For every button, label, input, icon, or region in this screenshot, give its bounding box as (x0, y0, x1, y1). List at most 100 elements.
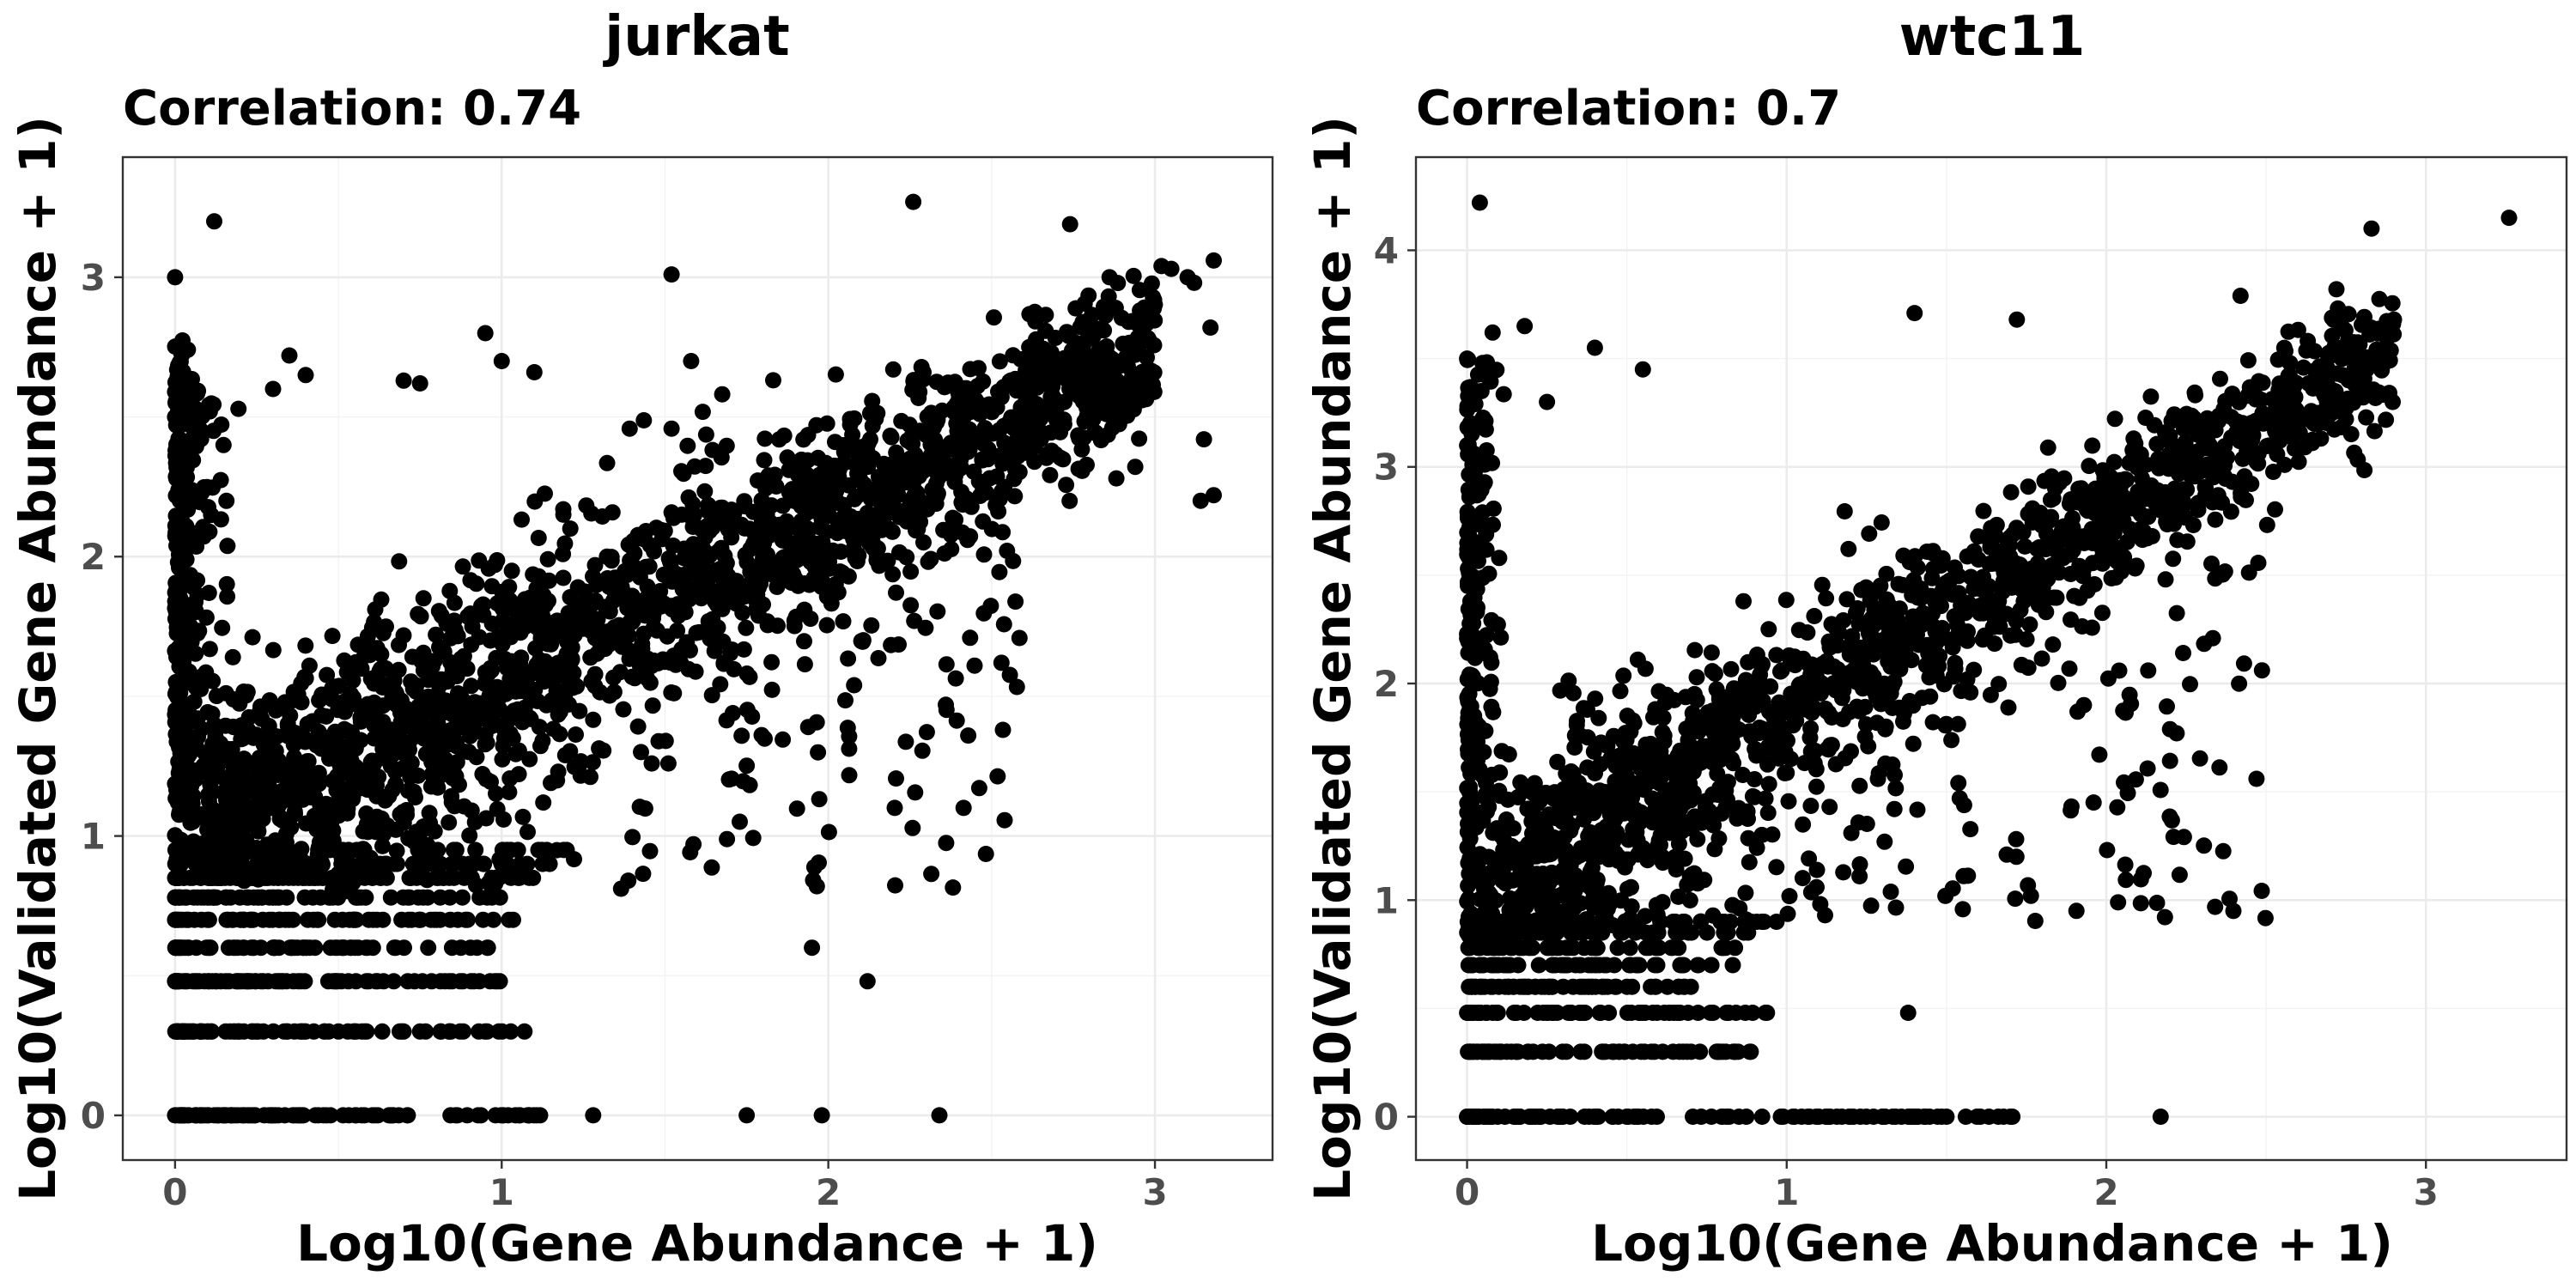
data-point (483, 889, 501, 906)
data-point (1028, 400, 1045, 417)
data-point (861, 404, 878, 422)
data-point (167, 442, 184, 459)
y-tick-label: 2 (81, 536, 106, 578)
data-point (1061, 216, 1078, 233)
data-point (1470, 552, 1486, 569)
data-point (1466, 446, 1483, 462)
data-point (2207, 511, 2224, 528)
data-point (945, 509, 961, 526)
data-point (1583, 957, 1601, 974)
data-point (179, 341, 197, 358)
data-point (996, 811, 1013, 829)
data-point (301, 657, 318, 674)
data-point (582, 769, 598, 786)
data-point (615, 701, 632, 718)
data-point (260, 718, 277, 734)
data-point (1505, 1005, 1522, 1021)
plot-frame (121, 155, 1274, 1162)
data-point (1874, 1109, 1891, 1125)
data-point (1932, 557, 1949, 574)
data-point (1886, 673, 1903, 690)
data-point (264, 380, 282, 398)
data-point (663, 266, 680, 283)
data-point (665, 647, 683, 665)
data-point (864, 417, 881, 434)
data-point (218, 911, 235, 928)
data-point (759, 546, 775, 563)
data-point (831, 475, 848, 492)
data-point (440, 1023, 458, 1040)
data-point (2295, 359, 2312, 376)
data-point (442, 1107, 459, 1124)
data-point (333, 849, 350, 866)
data-point (191, 1023, 209, 1040)
data-point (1495, 386, 1512, 403)
data-point (294, 1023, 311, 1040)
data-point (719, 830, 736, 848)
data-point (975, 546, 993, 563)
data-point (335, 1107, 352, 1124)
data-point (1659, 978, 1676, 995)
data-point (179, 640, 197, 657)
data-point (477, 325, 494, 342)
data-point (1479, 354, 1496, 371)
data-point (219, 538, 236, 555)
data-point (756, 452, 773, 469)
data-point (1464, 1043, 1481, 1060)
data-point (2081, 458, 2098, 475)
data-point (696, 483, 714, 500)
data-point (1703, 957, 1720, 974)
data-point (2106, 410, 2123, 428)
data-point (328, 781, 345, 799)
data-point (176, 399, 193, 416)
data-point (440, 616, 456, 633)
data-point (1143, 362, 1160, 380)
data-point (637, 523, 654, 539)
data-point (712, 596, 729, 613)
data-point (420, 939, 437, 957)
data-point (296, 733, 313, 750)
data-point (462, 939, 479, 957)
data-point (289, 973, 307, 990)
data-point (643, 755, 660, 772)
data-point (920, 553, 937, 570)
data-point (1035, 425, 1052, 442)
data-point (1714, 939, 1731, 957)
data-point (1206, 487, 1222, 504)
data-point (1622, 957, 1639, 974)
data-point (1005, 552, 1022, 569)
data-point (680, 583, 697, 600)
data-point (818, 415, 835, 432)
data-point (1753, 1109, 1771, 1125)
data-point (1485, 703, 1502, 720)
data-point (991, 353, 1008, 370)
data-point (251, 750, 268, 766)
data-point (749, 586, 766, 603)
data-point (167, 841, 184, 859)
data-point (818, 498, 835, 515)
data-point (446, 798, 463, 815)
data-point (1186, 274, 1203, 291)
data-point (193, 911, 210, 928)
data-point (1549, 753, 1566, 770)
data-point (845, 531, 862, 548)
data-point (270, 889, 287, 906)
data-point (2075, 696, 2093, 714)
data-point (1491, 939, 1508, 957)
data-point (918, 724, 935, 741)
data-point (1484, 454, 1501, 471)
data-point (375, 973, 392, 990)
data-point (1591, 1005, 1608, 1021)
data-point (1720, 1005, 1737, 1021)
data-point (267, 702, 284, 719)
data-point (462, 727, 478, 744)
data-point (367, 601, 384, 618)
data-point (779, 449, 796, 466)
data-point (659, 628, 676, 645)
data-point (1478, 442, 1495, 459)
data-point (963, 392, 981, 409)
data-point (989, 768, 1006, 785)
data-point (584, 754, 601, 771)
data-point (181, 605, 198, 623)
data-point (191, 623, 208, 640)
